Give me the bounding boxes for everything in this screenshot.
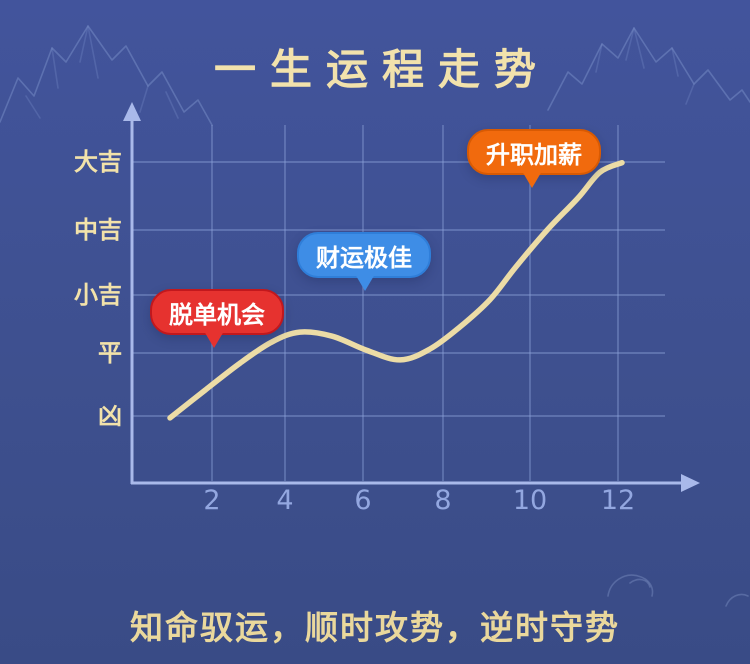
x-tick-label: 2	[203, 485, 221, 516]
mountain-art-right-detail	[595, 27, 695, 105]
fortune-curve	[167, 159, 625, 421]
x-tick-label: 6	[354, 485, 372, 516]
x-tick-label: 4	[276, 485, 294, 516]
y-level-label: 平	[98, 339, 122, 367]
y-level-label: 中吉	[74, 216, 122, 244]
footer-slogan: 知命驭运，顺时攻势，逆时守势	[130, 608, 620, 647]
x-tick-label: 12	[600, 485, 636, 516]
chart-axes	[123, 102, 700, 492]
x-tick-label: 8	[434, 485, 452, 516]
chart-gridlines	[133, 125, 665, 481]
y-level-label: 大吉	[74, 148, 122, 176]
x-tick-label: 10	[512, 485, 548, 516]
y-level-label: 小吉	[74, 281, 122, 309]
annotation-bubble-wealth: 财运极佳	[297, 232, 431, 291]
cloud-art	[607, 574, 749, 607]
y-axis-arrow-icon	[123, 102, 141, 121]
mountain-art-left-detail	[25, 25, 179, 119]
mountain-art-right	[547, 27, 750, 111]
x-axis-arrow-icon	[681, 474, 700, 492]
annotation-bubble-love: 脱单机会	[150, 289, 284, 348]
annotation-bubble-career: 升职加薪	[467, 129, 601, 188]
page-title: 一生运程走势	[213, 45, 550, 94]
mountain-art-left	[0, 25, 213, 126]
y-level-label: 凶	[98, 402, 122, 430]
